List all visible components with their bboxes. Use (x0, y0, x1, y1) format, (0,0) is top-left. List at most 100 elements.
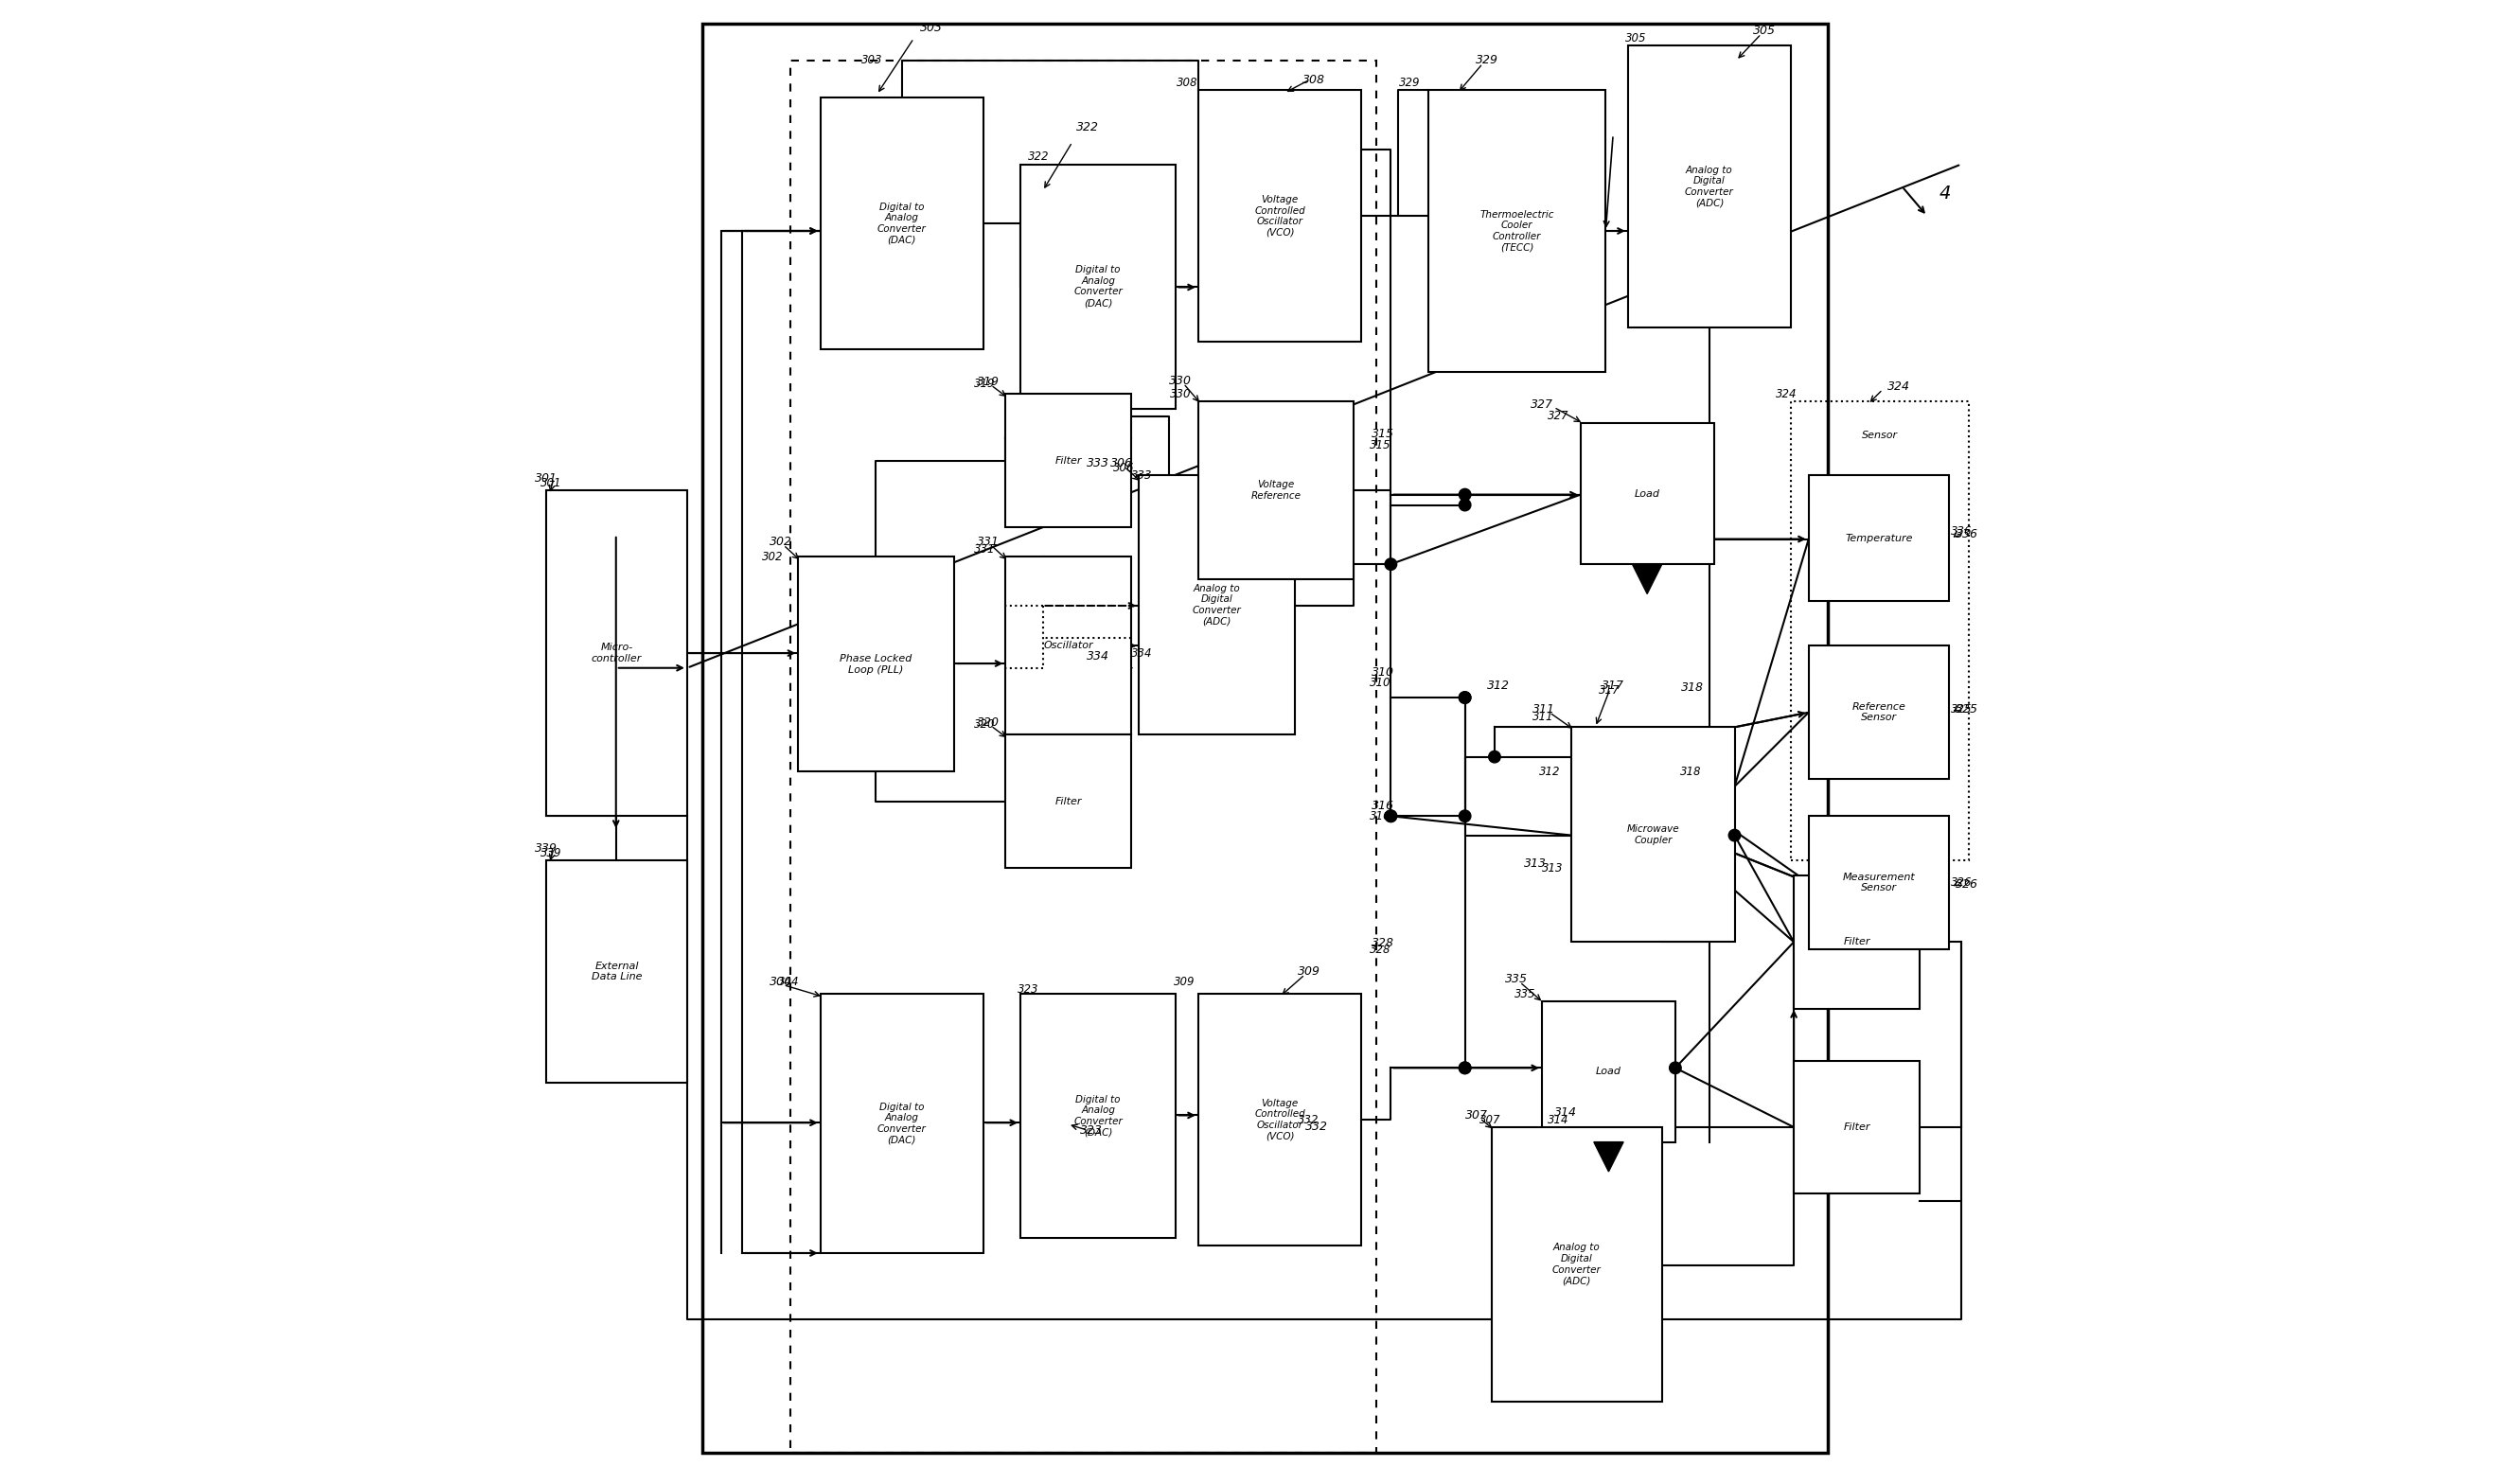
FancyBboxPatch shape (1793, 876, 1919, 1009)
FancyBboxPatch shape (797, 556, 953, 772)
FancyBboxPatch shape (1808, 475, 1949, 601)
FancyBboxPatch shape (546, 861, 687, 1083)
Polygon shape (1595, 1143, 1625, 1171)
Text: 305: 305 (1625, 33, 1647, 45)
Text: 335: 335 (1514, 988, 1537, 1000)
Text: 331: 331 (976, 536, 998, 548)
Text: 302: 302 (762, 551, 782, 562)
Text: Measurement
Sensor: Measurement Sensor (1843, 873, 1916, 893)
FancyBboxPatch shape (1006, 393, 1132, 527)
Circle shape (1386, 810, 1396, 822)
Text: 323: 323 (1019, 984, 1039, 996)
Text: 320: 320 (973, 718, 996, 730)
Text: Filter: Filter (1056, 797, 1081, 806)
Text: Micro-
controller: Micro- controller (591, 643, 641, 663)
Text: Load: Load (1597, 1067, 1622, 1076)
Text: Filter: Filter (1843, 1122, 1871, 1132)
Text: 4: 4 (1939, 186, 1952, 203)
FancyBboxPatch shape (820, 994, 983, 1252)
FancyBboxPatch shape (1579, 423, 1713, 564)
Text: 310: 310 (1371, 677, 1391, 689)
Text: 339: 339 (541, 847, 561, 859)
Text: 314: 314 (1547, 1113, 1569, 1126)
FancyBboxPatch shape (1542, 1002, 1675, 1143)
Text: Oscillator: Oscillator (1044, 641, 1094, 650)
Circle shape (1386, 810, 1396, 822)
Text: 301: 301 (536, 472, 558, 484)
Text: Sensor: Sensor (1861, 430, 1899, 441)
FancyBboxPatch shape (546, 490, 687, 816)
Text: 322: 322 (1029, 151, 1049, 163)
Text: 329: 329 (1476, 55, 1499, 67)
FancyBboxPatch shape (820, 98, 983, 349)
Text: 304: 304 (780, 976, 800, 988)
Text: 324: 324 (1886, 380, 1909, 393)
Text: 326: 326 (1954, 879, 1977, 890)
Circle shape (1489, 751, 1501, 763)
FancyBboxPatch shape (1808, 646, 1949, 779)
Text: 329: 329 (1398, 77, 1421, 89)
Circle shape (1459, 692, 1471, 703)
Text: Digital to
Analog
Converter
(DAC): Digital to Analog Converter (DAC) (1074, 266, 1122, 307)
Text: Analog to
Digital
Converter
(ADC): Analog to Digital Converter (ADC) (1192, 583, 1242, 626)
Text: 327: 327 (1547, 410, 1569, 423)
Text: 323: 323 (1081, 1123, 1104, 1137)
Text: 313: 313 (1542, 862, 1564, 874)
Text: 322: 322 (1076, 122, 1099, 134)
Text: 319: 319 (976, 375, 998, 389)
Text: 306: 306 (1109, 457, 1132, 469)
Text: 317: 317 (1597, 684, 1620, 696)
Text: 303: 303 (863, 55, 883, 67)
Text: 333: 333 (1086, 457, 1109, 469)
Text: 319: 319 (973, 377, 996, 390)
Text: 315: 315 (1371, 439, 1391, 451)
Text: 303: 303 (920, 22, 943, 34)
Text: Digital to
Analog
Converter
(DAC): Digital to Analog Converter (DAC) (878, 1103, 926, 1144)
Text: 314: 314 (1554, 1106, 1577, 1119)
Text: 316: 316 (1371, 800, 1393, 812)
Text: 327: 327 (1532, 398, 1554, 411)
Text: 332: 332 (1305, 1120, 1328, 1134)
FancyBboxPatch shape (1793, 1061, 1919, 1193)
Text: 313: 313 (1524, 858, 1547, 870)
Text: 339: 339 (536, 843, 558, 855)
Text: 315: 315 (1371, 427, 1393, 441)
Text: 333: 333 (1132, 469, 1152, 481)
Text: 306: 306 (1114, 462, 1134, 473)
FancyBboxPatch shape (1021, 994, 1177, 1238)
Text: 304: 304 (770, 976, 792, 988)
FancyBboxPatch shape (1006, 735, 1132, 868)
Text: 324: 324 (1776, 387, 1798, 401)
Text: 326: 326 (1952, 877, 1972, 889)
Circle shape (1386, 558, 1396, 570)
Circle shape (1459, 1063, 1471, 1074)
Text: Load: Load (1635, 490, 1660, 499)
Circle shape (1670, 1063, 1680, 1074)
FancyBboxPatch shape (1627, 46, 1791, 326)
FancyBboxPatch shape (1197, 401, 1353, 579)
Text: 312: 312 (1539, 766, 1559, 778)
Text: 318: 318 (1680, 681, 1705, 693)
Text: 332: 332 (1298, 1113, 1318, 1126)
FancyBboxPatch shape (1491, 1128, 1662, 1401)
Text: 311: 311 (1532, 711, 1554, 723)
Text: 312: 312 (1486, 680, 1509, 692)
FancyBboxPatch shape (1197, 91, 1361, 341)
Circle shape (1459, 692, 1471, 703)
Text: 334: 334 (1132, 647, 1152, 659)
FancyBboxPatch shape (1021, 165, 1177, 408)
FancyBboxPatch shape (1429, 91, 1605, 371)
Text: 317: 317 (1602, 680, 1625, 692)
Text: 307: 307 (1479, 1113, 1501, 1126)
Circle shape (1459, 488, 1471, 500)
Text: 335: 335 (1506, 974, 1529, 985)
Text: 336: 336 (1954, 528, 1977, 540)
Text: Voltage
Controlled
Oscillator
(VCO): Voltage Controlled Oscillator (VCO) (1255, 194, 1305, 237)
Text: Thermoelectric
Cooler
Controller
(TECC): Thermoelectric Cooler Controller (TECC) (1479, 209, 1554, 252)
Text: 308: 308 (1303, 74, 1325, 86)
Text: 316: 316 (1371, 810, 1391, 822)
Text: Temperature: Temperature (1846, 534, 1914, 543)
Text: Microwave
Coupler: Microwave Coupler (1627, 825, 1680, 844)
Text: 331: 331 (973, 543, 996, 555)
FancyBboxPatch shape (1139, 475, 1295, 735)
